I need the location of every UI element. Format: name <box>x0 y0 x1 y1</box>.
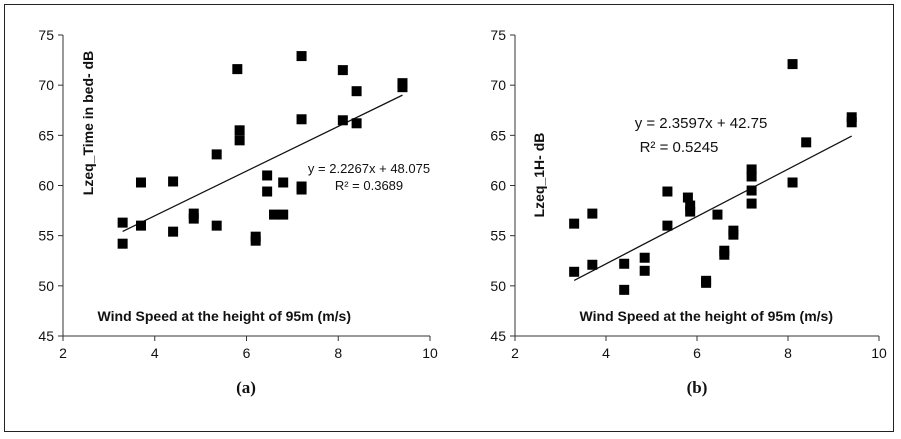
x-tick-label: 4 <box>602 345 610 361</box>
data-point <box>682 192 693 203</box>
data-point <box>662 220 673 231</box>
x-tick-label: 10 <box>422 345 438 361</box>
y-tick-label: 60 <box>490 178 506 194</box>
data-point <box>337 115 348 126</box>
x-tick-label: 6 <box>693 345 701 361</box>
y-tick-label: 50 <box>38 278 54 294</box>
data-point <box>135 177 146 188</box>
y-tick-label: 45 <box>38 328 54 344</box>
x-tick-label: 8 <box>784 345 792 361</box>
y-tick-label: 65 <box>38 127 54 143</box>
data-point <box>746 164 757 175</box>
data-point <box>351 86 362 97</box>
x-tick-label: 2 <box>59 345 67 361</box>
y-tick-label: 70 <box>38 77 54 93</box>
x-tick-label: 4 <box>151 345 159 361</box>
data-point <box>296 184 307 195</box>
data-point <box>250 235 261 246</box>
data-point <box>746 198 757 209</box>
data-point <box>619 258 630 269</box>
data-point <box>234 125 245 136</box>
data-point <box>662 186 673 197</box>
x-tick-label: 6 <box>243 345 251 361</box>
data-point <box>278 177 289 188</box>
y-tick-label: 45 <box>490 328 506 344</box>
y-tick-label: 75 <box>38 27 54 43</box>
y-tick-label: 55 <box>490 228 506 244</box>
data-point <box>296 51 307 62</box>
data-point <box>685 200 696 211</box>
x-tick-label: 8 <box>334 345 342 361</box>
data-point <box>168 226 179 237</box>
y-tick-label: 70 <box>490 77 506 93</box>
figure-frame: 45 50 55 60 65 70 75 2 4 6 8 10 y = 2.2267x + 48.075… <box>4 4 894 432</box>
data-point <box>787 177 798 188</box>
data-point <box>701 277 712 288</box>
data-point <box>269 209 280 220</box>
panel-caption: (a) <box>236 378 256 397</box>
data-point <box>117 217 128 228</box>
trendline-equation: y = 2.2267x + 48.075 <box>308 161 430 176</box>
data-point <box>685 206 696 217</box>
data-point <box>569 266 580 277</box>
data-point <box>188 213 199 224</box>
r-squared-label: R² = 0.3689 <box>335 178 403 193</box>
y-tick-label: 60 <box>38 178 54 194</box>
x-tick-label: 10 <box>871 345 887 361</box>
data-point <box>262 170 273 181</box>
data-point <box>639 252 650 263</box>
y-tick-label: 50 <box>490 278 506 294</box>
data-point <box>619 284 630 295</box>
data-point <box>569 218 580 229</box>
data-point <box>746 171 757 182</box>
r-squared-label: R² = 0.5245 <box>640 139 719 156</box>
data-point <box>232 64 243 75</box>
data-point <box>296 114 307 125</box>
x-tick-label: 2 <box>511 345 519 361</box>
data-point <box>262 186 273 197</box>
y-tick-label: 75 <box>490 27 506 43</box>
trendline-b <box>573 135 853 282</box>
data-point <box>337 65 348 76</box>
data-point <box>787 59 798 70</box>
data-point <box>397 82 408 93</box>
data-point <box>801 137 812 148</box>
data-point <box>211 220 222 231</box>
data-point <box>211 149 222 160</box>
y-tick-label: 55 <box>38 228 54 244</box>
trendline-equation: y = 2.3597x + 42.75 <box>635 115 768 132</box>
data-point <box>712 209 723 220</box>
y-axis-label: Lzeq_Time in bed- dB <box>80 51 96 195</box>
data-point <box>719 249 730 260</box>
data-point <box>746 185 757 196</box>
data-point <box>351 118 362 129</box>
x-axis-label: Wind Speed at the height of 95m (m/s) <box>98 308 351 324</box>
data-point <box>278 209 289 220</box>
data-point <box>135 220 146 231</box>
data-point <box>168 176 179 187</box>
y-axis-label: Lzeq_1H- dB <box>531 133 547 218</box>
data-point <box>639 265 650 276</box>
y-tick-label: 65 <box>490 127 506 143</box>
data-point <box>188 208 199 219</box>
data-point <box>117 238 128 249</box>
data-point <box>846 112 857 123</box>
data-point <box>234 135 245 146</box>
scatter-charts: 45 50 55 60 65 70 75 2 4 6 8 10 y = 2.2267x + 48.075… <box>38 27 887 397</box>
data-point <box>846 117 857 128</box>
data-point <box>587 259 598 270</box>
data-point <box>728 229 739 240</box>
x-axis-label: Wind Speed at the height of 95m (m/s) <box>580 308 833 324</box>
trendline-a <box>122 94 403 233</box>
panel-caption: (b) <box>687 378 708 397</box>
data-point <box>587 208 598 219</box>
